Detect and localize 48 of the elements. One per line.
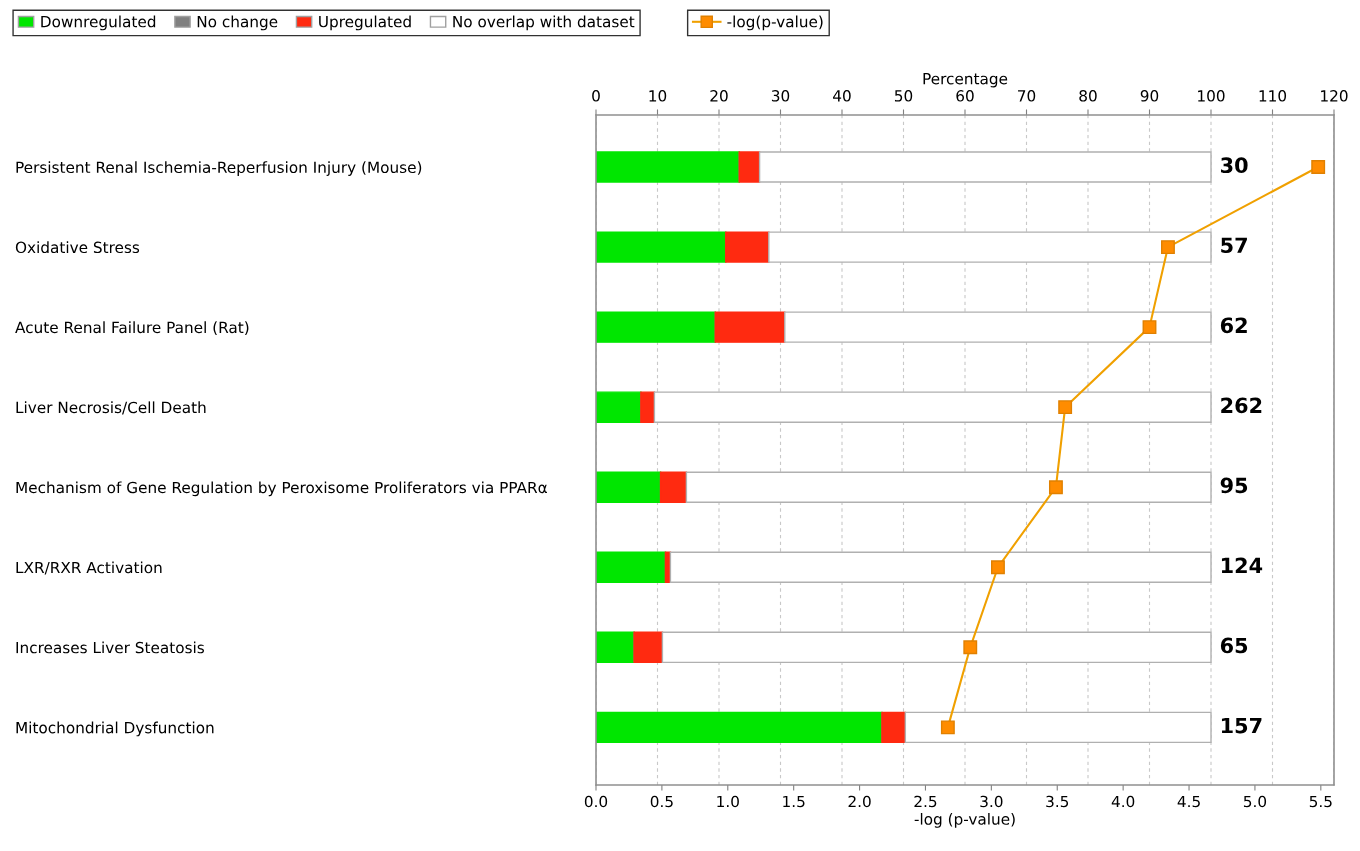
x-tick-label: 40 <box>833 90 851 102</box>
x2-tick-label: 4.5 <box>1177 795 1200 808</box>
x2-tick-label: 3.5 <box>1046 795 1069 808</box>
annotation: 57 <box>1221 237 1247 254</box>
annotation: 62 <box>1220 317 1247 334</box>
x2-tick-label: 4.0 <box>1111 795 1135 808</box>
x2-tick-label: 5.5 <box>1309 795 1332 808</box>
x2-tick-label: 1.5 <box>783 795 805 808</box>
x-tick-label: 60 <box>956 90 974 102</box>
x-tick-label: 100 <box>1198 90 1225 102</box>
legend-label: No change <box>197 15 278 31</box>
x-tick-label: 20 <box>710 90 728 102</box>
x2-tick-label: 3.0 <box>980 795 1003 808</box>
x2-tick-label: 1.0 <box>717 795 739 808</box>
annotation: 65 <box>1220 637 1248 654</box>
x-tick-label: 70 <box>1018 90 1036 102</box>
legend-label: -log(p-value) <box>727 15 823 31</box>
legend-label: No overlap with dataset <box>453 15 635 31</box>
x2-tick-label: 0.0 <box>584 795 608 808</box>
legend-label: Upregulated <box>319 15 411 31</box>
x-tick-label: 90 <box>1140 90 1159 102</box>
annotation: 124 <box>1221 557 1263 574</box>
x-tick-label: 80 <box>1079 90 1097 102</box>
y-tick-label: Liver Necrosis/Cell Death <box>16 401 206 415</box>
x-tick-label: 0 <box>592 90 600 102</box>
x2-axis-title: -log (p-value) <box>914 812 1015 828</box>
y-tick-label: Mitochondrial Dysfunction <box>16 721 214 737</box>
x2-tick-label: 5.0 <box>1243 795 1267 808</box>
y-tick-label: Persistent Renal Ischemia-Reperfusion Injury (Mouse) <box>16 161 422 177</box>
x-tick-label: 30 <box>771 90 790 102</box>
annotation: 157 <box>1221 717 1262 734</box>
y-tick-label: LXR/RXR Activation <box>16 561 162 575</box>
x-tick-label: 110 <box>1259 90 1287 102</box>
x2-tick-label: 2.0 <box>848 795 871 808</box>
y-tick-label: Acute Renal Failure Panel (Rat) <box>15 321 249 335</box>
y-tick-label: Mechanism of Gene Regulation by Peroxisome Proliferators via PPARα <box>16 481 547 497</box>
x-tick-label: 50 <box>894 90 913 102</box>
y-tick-label: Increases Liver Steatosis <box>16 641 204 654</box>
legend-label: Downregulated <box>41 15 156 31</box>
annotation: 30 <box>1221 157 1248 174</box>
x2-tick-label: 0.5 <box>650 795 673 808</box>
x-tick-label: 10 <box>649 90 667 102</box>
x-axis-title: Percentage <box>923 73 1008 88</box>
annotation: 262 <box>1221 397 1262 414</box>
x2-tick-label: 2.5 <box>914 795 937 808</box>
x-tick-label: 120 <box>1321 90 1348 102</box>
y-tick-label: Oxidative Stress <box>15 241 140 254</box>
annotation: 95 <box>1220 477 1248 494</box>
